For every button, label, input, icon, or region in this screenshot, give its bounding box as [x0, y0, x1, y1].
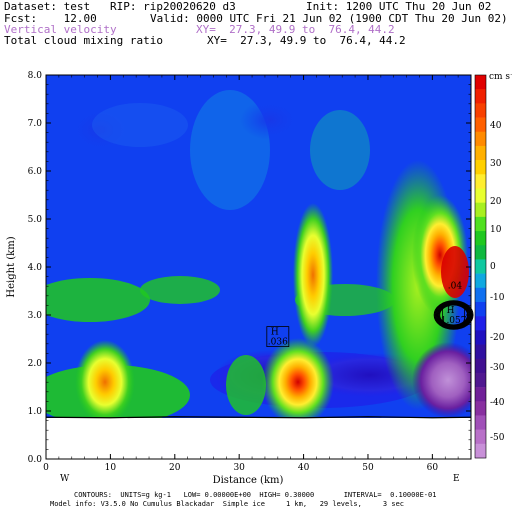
cloud-contour [434, 300, 473, 330]
extremum-value: 1.057 [441, 316, 467, 326]
x-tick-label: 30 [233, 463, 245, 473]
colorbar-swatch [475, 273, 486, 289]
x-tick-label: 60 [427, 463, 439, 473]
colorbar-swatch [475, 358, 486, 374]
colorbar-label: 10 [490, 225, 502, 235]
colorbar-swatch [475, 231, 486, 246]
colorbar-swatch [475, 316, 486, 331]
cloud-contour [433, 300, 474, 330]
field1-xy: XY= 27.3, 49.9 to 76.4, 44.2 [196, 23, 395, 36]
x-tick-label: 20 [169, 463, 181, 473]
colorbar-swatch [475, 372, 486, 388]
extremum-letter: H [447, 306, 455, 316]
colorbar-swatch [475, 401, 486, 416]
colorbar-swatch [475, 415, 486, 430]
colorbar-swatch [475, 429, 486, 445]
y-tick-label: 2.0 [28, 359, 43, 369]
x-axis: 0 10 20 30 40 50 60 W E [43, 75, 472, 484]
init-label: Init: 1200 UTC Thu 20 Jun 02 [306, 0, 492, 13]
y-tick-label: 0.0 [28, 455, 43, 465]
x-tick-label: 10 [105, 463, 117, 473]
fcst-label: Fcst: 12.00 [4, 12, 97, 25]
colorbar-unit: cm s⁻¹ [489, 72, 512, 82]
y-tick-label: 5.0 [28, 215, 43, 225]
colorbar-label: -30 [490, 363, 505, 373]
colorbar-swatch [475, 301, 486, 317]
y-tick-label: 7.0 [28, 119, 43, 129]
colorbar-swatch [475, 344, 486, 360]
y-axis-title: Height (km) [6, 236, 17, 297]
terrain-line [45, 416, 472, 419]
footer-contours: CONTOURS: UNITS=g kg-1 LOW= 0.00000E+00 … [74, 491, 437, 499]
y-tick-label: 6.0 [28, 167, 43, 177]
colorbar-swatch [475, 160, 486, 175]
field2-xy: XY= 27.3, 49.9 to 76.4, 44.2 [207, 34, 406, 47]
y-tick-label: 4.0 [28, 263, 43, 273]
colorbar: 40 30 20 10 0 -10 -20 -30 -40 -50 cm s⁻¹ [474, 72, 512, 459]
colorbar-label: -50 [490, 433, 505, 443]
colorbar-label: 0 [490, 262, 496, 272]
y-tick-label: 8.0 [28, 71, 43, 81]
colorbar-label: -20 [490, 333, 505, 343]
colorbar-swatch [475, 89, 486, 104]
colorbar-swatch [475, 387, 486, 402]
colorbar-swatch [475, 216, 486, 232]
x-tick-label: 40 [298, 463, 310, 473]
field-shading [46, 75, 471, 459]
field1-label: Vertical velocity [4, 23, 117, 36]
colorbar-swatch [475, 103, 486, 118]
x-axis-title: Distance (km) [213, 475, 284, 486]
y-axis: 0.0 1.0 2.0 3.0 4.0 5.0 6.0 7.0 8.0 [28, 71, 472, 465]
colorbar-swatch [475, 202, 486, 218]
colorbar-label: 20 [490, 197, 502, 207]
colorbar-swatch [475, 443, 486, 459]
x-endpoint-west: W [60, 474, 70, 484]
colorbar-swatch [475, 174, 486, 189]
colorbar-label: 40 [490, 121, 502, 131]
x-tick-label: 50 [362, 463, 374, 473]
valid-label: Valid: 0000 UTC Fri 21 Jun 02 (1900 CDT … [150, 12, 508, 25]
colorbar-swatch [475, 330, 486, 345]
y-tick-label: 1.0 [28, 407, 43, 417]
extremum-value: .036 [268, 338, 288, 348]
colorbar-swatch [475, 259, 486, 274]
field2-label: Total cloud mixing ratio [4, 34, 163, 47]
colorbar-label: -10 [490, 293, 505, 303]
colorbar-label: 30 [490, 159, 502, 169]
dataset-label: Dataset: test RIP: rip20020620 d3 [4, 0, 236, 13]
colorbar-swatch [475, 188, 486, 203]
x-tick-label: 0 [43, 463, 49, 473]
footer-model-info: Model info: V3.5.0 No Cumulus Blackadar … [50, 500, 405, 508]
x-endpoint-east: E [453, 474, 460, 484]
colorbar-frame [474, 74, 487, 459]
extremum-box [266, 326, 290, 348]
colorbar-swatch [475, 117, 486, 133]
colorbar-label: -40 [490, 398, 505, 408]
y-tick-label: 3.0 [28, 311, 43, 321]
colorbar-swatch [475, 75, 486, 90]
colorbar-swatch [475, 245, 486, 260]
extremum-letter: H [271, 328, 279, 338]
colorbar-swatch [475, 145, 486, 161]
extremum-value: .04 [448, 282, 463, 292]
colorbar-swatch [475, 287, 486, 303]
colorbar-swatch [475, 131, 486, 147]
